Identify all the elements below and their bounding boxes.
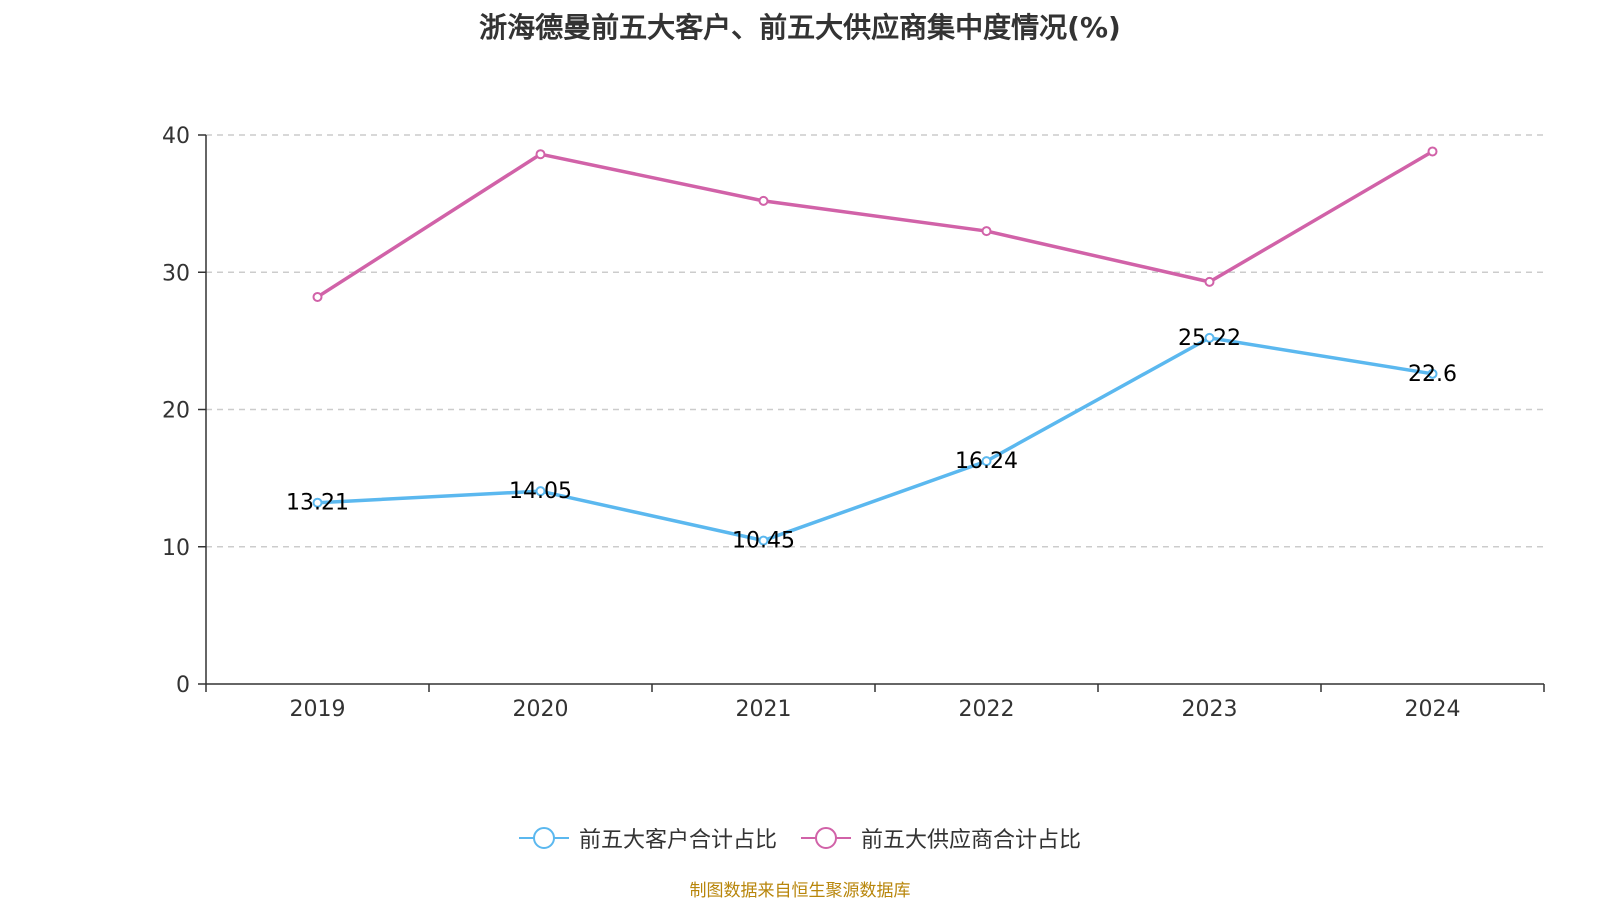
x-tick-label-2020: 2020	[513, 697, 569, 722]
series-line-1	[316, 149, 1434, 299]
point-1-2023[interactable]	[1204, 276, 1215, 287]
point-0-2022[interactable]	[981, 456, 992, 467]
legend-label-suppliers: 前五大供应商合计占比	[861, 828, 1082, 853]
point-1-2019[interactable]	[312, 291, 323, 302]
y-tick-label-30: 30	[162, 261, 190, 286]
data-label-0-2020: 14.05	[509, 479, 572, 504]
x-tick-label-2024: 2024	[1405, 697, 1461, 722]
data-label-0-2022: 16.24	[955, 449, 1018, 474]
data-label-0-2019: 13.21	[286, 491, 349, 516]
point-0-2020[interactable]	[535, 486, 546, 497]
data-labels: 13.21 14.05 10.45 16.24 25.22 22.6	[286, 326, 1457, 554]
x-tick-label-2019: 2019	[290, 697, 346, 722]
point-0-2021[interactable]	[758, 535, 769, 546]
y-tick-label-10: 10	[162, 536, 190, 561]
legend-label-customers: 前五大客户合计占比	[578, 828, 777, 853]
x-tick-label-2023: 2023	[1182, 697, 1238, 722]
point-1-2022[interactable]	[981, 226, 992, 237]
legend-marker-suppliers	[801, 827, 851, 849]
point-1-2020[interactable]	[535, 149, 546, 160]
axes: 0 10 20 30 40 2019 2020 2021 2022 2023 2024	[162, 124, 1545, 722]
point-1-2021[interactable]	[758, 195, 769, 206]
series	[312, 146, 1438, 546]
series-line-0	[317, 336, 1433, 543]
data-label-0-2021: 10.45	[732, 529, 795, 554]
x-tick-label-2022: 2022	[959, 697, 1015, 722]
legend-item-suppliers[interactable]: 前五大供应商合计占比	[801, 822, 1081, 854]
point-0-2024[interactable]	[1427, 368, 1438, 379]
chart-title: 浙海德曼前五大客户、前五大供应商集中度情况(%)	[479, 11, 1121, 44]
grid-lines	[206, 134, 1544, 548]
point-0-2019[interactable]	[312, 497, 323, 508]
data-label-0-2023: 25.22	[1178, 326, 1241, 351]
y-tick-label-0: 0	[176, 673, 190, 698]
legend: 前五大客户合计占比 前五大供应商合计占比	[0, 822, 1600, 854]
point-0-2023[interactable]	[1204, 332, 1215, 343]
point-1-2024[interactable]	[1427, 146, 1438, 157]
x-tick-label-2021: 2021	[736, 697, 792, 722]
y-tick-label-20: 20	[162, 399, 190, 424]
legend-item-customers[interactable]: 前五大客户合计占比	[518, 822, 777, 854]
legend-marker-customers	[518, 827, 569, 849]
y-tick-label-40: 40	[162, 124, 190, 149]
data-label-0-2024: 22.6	[1408, 362, 1457, 387]
source-note: 制图数据来自恒生聚源数据库	[689, 881, 911, 901]
